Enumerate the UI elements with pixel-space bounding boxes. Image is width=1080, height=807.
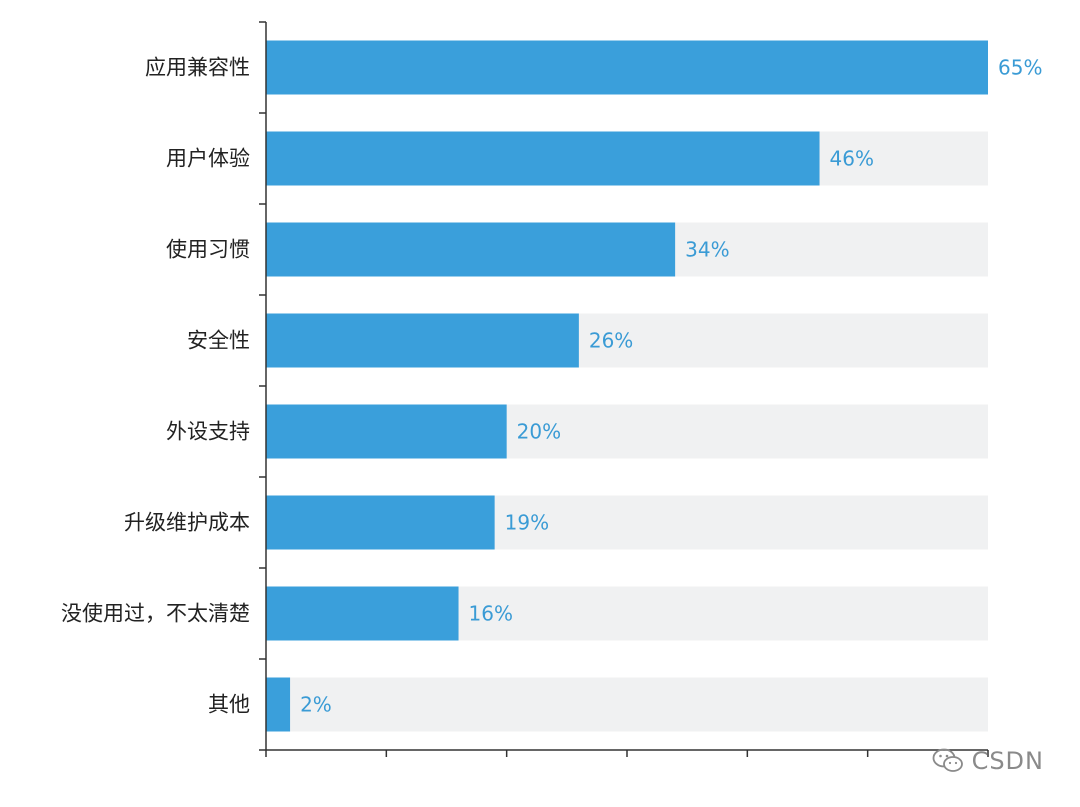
value-label: 2% xyxy=(300,693,332,717)
value-labels: 65% 46% 34% 26% 20% 19% 16% 2% xyxy=(300,56,1042,717)
category-label: 其他 xyxy=(208,693,250,717)
value-label: 26% xyxy=(589,329,633,353)
value-label: 46% xyxy=(830,147,874,171)
category-label: 使用习惯 xyxy=(166,238,250,262)
category-label: 没使用过，不太清楚 xyxy=(61,602,250,626)
bar xyxy=(266,131,820,186)
axes xyxy=(259,21,989,757)
category-label: 升级维护成本 xyxy=(124,511,250,535)
bar xyxy=(266,40,988,95)
bar xyxy=(266,313,579,368)
bar-track xyxy=(266,677,988,732)
value-label: 20% xyxy=(517,420,561,444)
category-label: 外设支持 xyxy=(166,420,250,444)
wechat-icon xyxy=(932,748,963,772)
bar xyxy=(266,495,495,550)
category-label: 用户体验 xyxy=(166,147,250,171)
bars xyxy=(266,40,988,732)
value-label: 65% xyxy=(998,56,1042,80)
category-label: 安全性 xyxy=(187,329,250,353)
value-label: 34% xyxy=(685,238,729,262)
bar xyxy=(266,222,676,277)
value-label: 19% xyxy=(505,511,549,535)
bar xyxy=(266,404,507,459)
bar xyxy=(266,677,291,732)
bar xyxy=(266,586,459,641)
watermark-text: CSDN xyxy=(971,747,1044,775)
watermark: CSDN xyxy=(932,747,1044,775)
value-label: 16% xyxy=(469,602,513,626)
category-label: 应用兼容性 xyxy=(145,56,250,80)
